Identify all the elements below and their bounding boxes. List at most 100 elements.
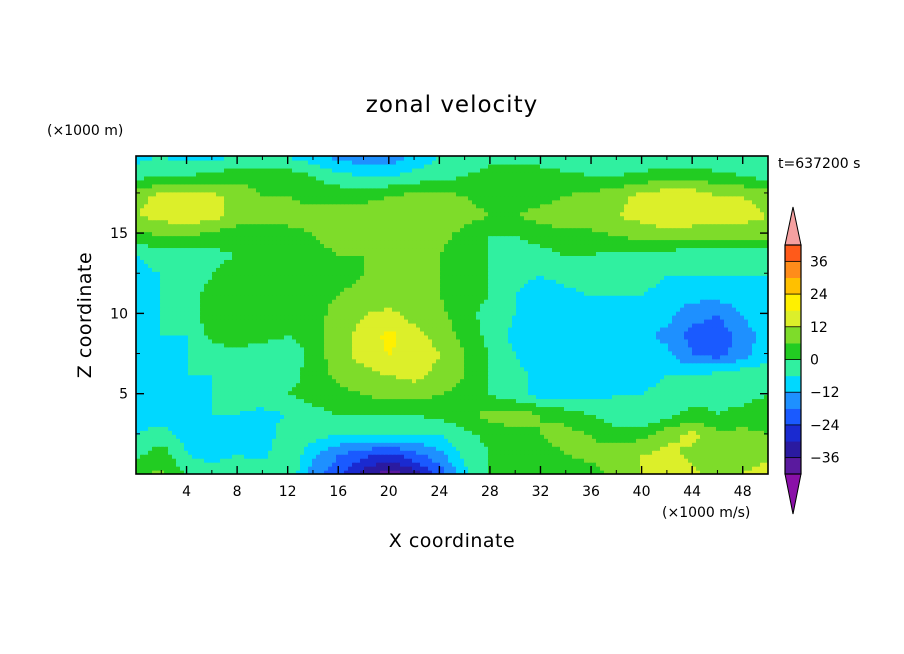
contour-cell bbox=[252, 422, 257, 427]
contour-cell bbox=[252, 434, 257, 439]
contour-cell bbox=[540, 386, 545, 392]
contour-cell bbox=[140, 402, 145, 408]
contour-cell bbox=[520, 458, 525, 463]
contour-cell bbox=[352, 422, 357, 427]
contour-cell bbox=[380, 454, 385, 459]
contour-cell bbox=[276, 358, 281, 364]
contour-cell bbox=[440, 382, 445, 388]
contour-cell bbox=[200, 462, 205, 467]
contour-cell bbox=[156, 414, 161, 419]
contour-cell bbox=[752, 390, 757, 396]
contour-cell bbox=[452, 398, 457, 404]
contour-cell bbox=[620, 422, 625, 427]
contour-cell bbox=[188, 358, 193, 364]
contour-cell bbox=[636, 434, 641, 439]
contour-cell bbox=[432, 358, 437, 364]
contour-cell bbox=[288, 450, 293, 455]
contour-cell bbox=[344, 426, 349, 431]
contour-cell bbox=[388, 422, 393, 427]
contour-cell bbox=[236, 386, 241, 392]
contour-cell bbox=[184, 462, 189, 467]
contour-cell bbox=[340, 430, 345, 435]
contour-cell bbox=[484, 410, 489, 415]
contour-cell bbox=[480, 362, 485, 368]
contour-cell bbox=[236, 382, 241, 388]
contour-cell bbox=[756, 382, 761, 388]
contour-cell bbox=[288, 350, 293, 356]
contour-cell bbox=[712, 358, 717, 364]
contour-cell bbox=[336, 410, 341, 415]
contour-cell bbox=[644, 430, 649, 435]
contour-cell bbox=[528, 422, 533, 427]
contour-cell bbox=[324, 434, 329, 439]
contour-cell bbox=[156, 354, 161, 360]
contour-cell bbox=[468, 398, 473, 404]
contour-cell bbox=[372, 438, 377, 443]
contour-cell bbox=[696, 350, 701, 356]
contour-cell bbox=[164, 358, 169, 364]
contour-cell bbox=[288, 354, 293, 360]
contour-cell bbox=[492, 446, 497, 451]
contour-cell bbox=[416, 386, 421, 392]
contour-cell bbox=[296, 450, 301, 455]
contour-cell bbox=[268, 446, 273, 451]
contour-cell bbox=[144, 394, 149, 400]
contour-cell bbox=[744, 370, 749, 376]
contour-cell bbox=[220, 418, 225, 423]
contour-cell bbox=[616, 426, 621, 431]
contour-cell bbox=[276, 450, 281, 455]
contour-cell bbox=[736, 414, 741, 419]
contour-cell bbox=[172, 466, 177, 471]
contour-cell bbox=[764, 394, 768, 400]
contour-cell bbox=[196, 426, 201, 431]
contour-cell bbox=[412, 466, 417, 471]
contour-cell bbox=[452, 350, 457, 356]
contour-cell bbox=[588, 418, 593, 423]
contour-cell bbox=[688, 386, 693, 392]
contour-cell bbox=[272, 370, 277, 376]
contour-cell bbox=[520, 414, 525, 419]
contour-cell bbox=[276, 390, 281, 396]
contour-cell bbox=[684, 438, 689, 443]
contour-cell bbox=[240, 370, 245, 376]
contour-cell bbox=[760, 418, 765, 423]
contour-cell bbox=[484, 470, 489, 474]
contour-cell bbox=[720, 446, 725, 451]
contour-cell bbox=[608, 470, 613, 474]
contour-cell bbox=[652, 358, 657, 364]
contour-cell bbox=[556, 394, 561, 400]
contour-cell bbox=[412, 350, 417, 356]
contour-cell bbox=[212, 410, 217, 415]
contour-cell bbox=[264, 470, 269, 474]
contour-cell bbox=[140, 386, 145, 392]
contour-cell bbox=[636, 450, 641, 455]
contour-cell bbox=[192, 390, 197, 396]
contour-cell bbox=[172, 366, 177, 372]
contour-cell bbox=[504, 362, 509, 368]
contour-cell bbox=[200, 366, 205, 372]
contour-cell bbox=[176, 426, 181, 431]
contour-cell bbox=[552, 430, 557, 435]
contour-cell bbox=[244, 418, 249, 423]
contour-cell bbox=[452, 362, 457, 368]
contour-cell bbox=[692, 366, 697, 372]
contour-cell bbox=[476, 374, 481, 380]
contour-cell bbox=[468, 438, 473, 443]
contour-cell bbox=[520, 454, 525, 459]
contour-cell bbox=[340, 466, 345, 471]
contour-cell bbox=[424, 370, 429, 376]
contour-cell bbox=[428, 422, 433, 427]
contour-cell bbox=[460, 386, 465, 392]
contour-cell bbox=[404, 394, 409, 400]
contour-cell bbox=[260, 458, 265, 463]
contour-cell bbox=[224, 462, 229, 467]
contour-cell bbox=[448, 398, 453, 404]
contour-cell bbox=[308, 362, 313, 368]
contour-cell bbox=[332, 406, 337, 412]
contour-cell bbox=[308, 354, 313, 360]
contour-cell bbox=[612, 354, 617, 360]
contour-cell bbox=[716, 378, 721, 384]
contour-cell bbox=[572, 434, 577, 439]
contour-cell bbox=[444, 374, 449, 380]
contour-cell bbox=[732, 382, 737, 388]
